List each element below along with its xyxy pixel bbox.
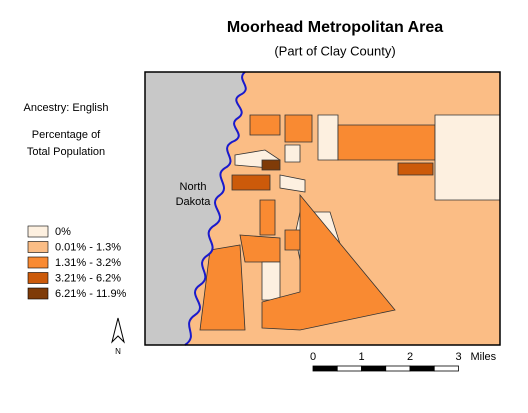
north-dakota-area [145, 72, 246, 345]
scale-segment [312, 365, 338, 372]
measure-label: Total Population [27, 146, 105, 158]
scale-segment [385, 365, 411, 372]
legend-swatch [27, 287, 49, 300]
legend-swatch [27, 241, 49, 253]
district [239, 234, 281, 263]
district [317, 114, 339, 161]
north-label: N [115, 347, 121, 356]
region-label: Dakota [176, 196, 212, 208]
scale-segment [361, 365, 387, 372]
scale-label: 2 [407, 351, 413, 363]
legend-swatch [27, 225, 49, 238]
legend-label: 0.01% - 1.3% [55, 241, 121, 253]
district [249, 114, 281, 136]
district [284, 114, 313, 143]
scale-label: 0 [310, 351, 316, 363]
district [261, 261, 281, 301]
map-frame [144, 71, 501, 346]
legend-label: 1.31% - 3.2% [55, 257, 121, 269]
legend-swatch [27, 256, 49, 269]
scale-unit: Miles [471, 351, 497, 363]
district [259, 199, 276, 236]
district [261, 159, 281, 171]
region-label: North [180, 181, 207, 193]
ancestry-label: Ancestry: English [24, 102, 109, 114]
river [184, 71, 247, 346]
district [284, 229, 301, 251]
north-arrow [111, 317, 125, 344]
scale-segment [409, 365, 435, 372]
subtitle: (Part of Clay County) [274, 43, 395, 58]
district [261, 193, 396, 331]
legend-swatch [27, 272, 49, 284]
measure-label: Percentage of [32, 129, 101, 141]
legend-label: 0% [55, 226, 71, 238]
scale-label: 1 [358, 351, 364, 363]
district [434, 114, 501, 201]
legend-label: 3.21% - 6.2% [55, 272, 121, 284]
district [279, 174, 306, 193]
legend-label: 6.21% - 11.9% [55, 288, 127, 300]
scale-segment [433, 365, 459, 372]
map: North Dakota [144, 71, 501, 346]
district [284, 144, 301, 163]
scale-bar: 0 1 2 3 Miles [310, 351, 497, 372]
district [337, 124, 436, 161]
district [199, 244, 246, 331]
title: Moorhead Metropolitan Area [227, 19, 443, 36]
scale-label: 3 [455, 351, 461, 363]
scale-segment [336, 365, 362, 372]
district [231, 174, 271, 191]
district [397, 162, 434, 176]
legend: 0% 0.01% - 1.3% 1.31% - 3.2% 3.21% - 6.2% 6.… [27, 225, 127, 300]
